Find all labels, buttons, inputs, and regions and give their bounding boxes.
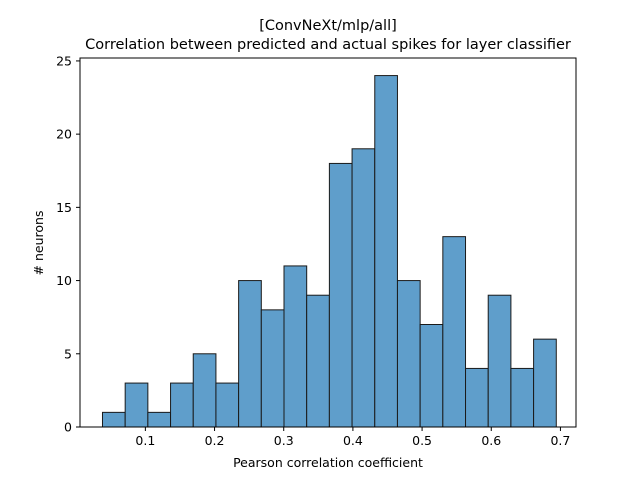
y-axis-label: # neurons <box>31 211 46 276</box>
histogram-bar <box>101 411 126 428</box>
x-tick-label: 0.7 <box>550 433 570 448</box>
histogram-bar <box>192 353 217 428</box>
y-tick-label: 5 <box>64 346 72 361</box>
y-tick-label: 0 <box>64 420 72 435</box>
x-tick-label: 0.1 <box>135 433 155 448</box>
histogram-bar <box>442 236 467 428</box>
x-tick-label: 0.4 <box>343 433 363 448</box>
histogram-bar <box>124 382 149 428</box>
histogram-bar <box>306 294 330 428</box>
x-tick-label: 0.6 <box>481 433 501 448</box>
histogram-bars <box>101 75 557 428</box>
histogram-bar <box>374 75 398 428</box>
histogram-bar <box>147 411 172 428</box>
histogram-bar <box>238 280 262 428</box>
x-tick-label: 0.3 <box>274 433 294 448</box>
histogram-bar <box>260 309 285 428</box>
histogram-bar <box>283 265 308 428</box>
y-tick-label: 25 <box>56 53 72 68</box>
x-axis-ticks: 0.1 0.2 0.3 0.4 0.5 0.6 0.7 <box>135 427 570 448</box>
x-tick-label: 0.5 <box>412 433 432 448</box>
histogram-bar <box>396 280 421 428</box>
histogram-bar <box>533 338 557 428</box>
plot-frame <box>79 57 577 428</box>
histogram-bar <box>510 367 535 428</box>
y-tick-label: 10 <box>56 273 72 288</box>
histogram-bar <box>465 367 489 428</box>
chart-title: [ConvNeXt/mlp/all] <box>259 18 397 34</box>
histogram-bar <box>351 148 376 428</box>
histogram-bar <box>328 162 353 428</box>
histogram-bar <box>487 294 512 428</box>
x-axis-label: Pearson correlation coefficient <box>233 455 423 470</box>
histogram-bar <box>419 324 444 428</box>
histogram-bar <box>170 382 194 428</box>
y-axis-ticks: 0 5 10 15 20 25 <box>56 53 80 435</box>
y-tick-label: 20 <box>56 127 72 142</box>
x-tick-label: 0.2 <box>205 433 225 448</box>
chart-subtitle: Correlation between predicted and actual… <box>85 37 571 53</box>
histogram-bar <box>215 382 240 428</box>
y-tick-label: 15 <box>56 200 72 215</box>
